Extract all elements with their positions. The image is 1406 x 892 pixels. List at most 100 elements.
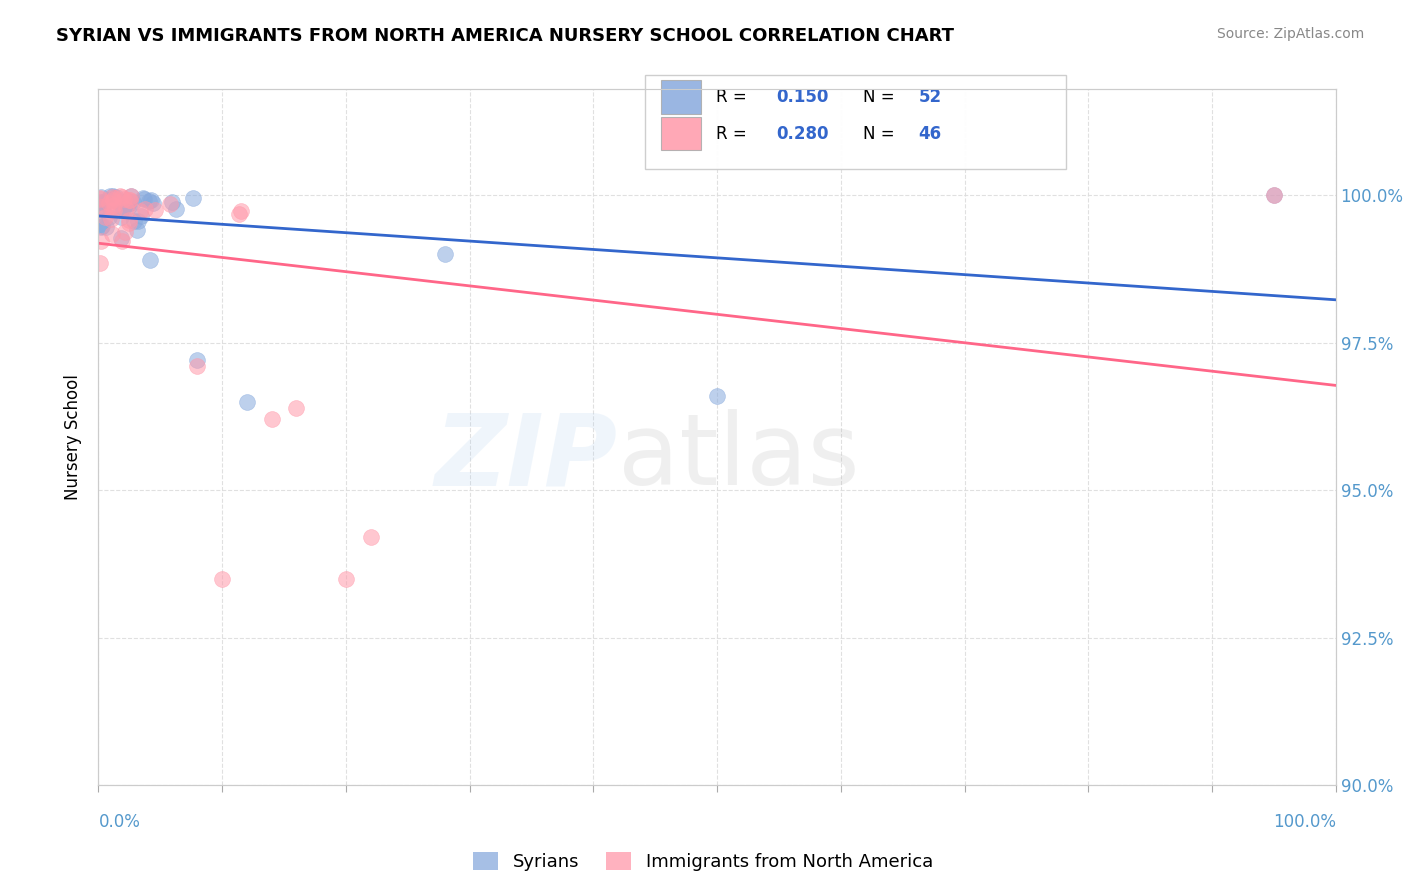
Point [98, 193, 121, 207]
Point [129, 209, 152, 223]
Point [110, 211, 132, 225]
Text: R =: R = [716, 125, 752, 143]
Point [115, 196, 138, 211]
Point [90, 234, 112, 248]
Point [360, 530, 382, 544]
Point [1263, 188, 1285, 202]
Text: ZIP: ZIP [434, 409, 619, 507]
Point [97, 196, 120, 211]
Point [94, 194, 117, 208]
Point [260, 412, 283, 426]
Point [105, 189, 128, 203]
Point [89, 256, 111, 270]
Point [117, 197, 139, 211]
Point [114, 226, 136, 240]
Point [706, 389, 728, 403]
Point [165, 202, 187, 216]
Point [90, 219, 112, 234]
Point [228, 207, 250, 221]
Point [111, 200, 134, 214]
Point [118, 199, 141, 213]
Point [127, 223, 149, 237]
Point [181, 191, 204, 205]
Point [108, 189, 131, 203]
Point [118, 194, 141, 209]
Point [112, 192, 135, 206]
Text: R =: R = [716, 87, 752, 106]
FancyBboxPatch shape [645, 75, 1066, 169]
Point [110, 231, 132, 245]
Point [118, 216, 141, 230]
Point [159, 197, 181, 211]
Point [117, 194, 139, 209]
Point [211, 572, 233, 586]
Point [91, 219, 114, 234]
Point [433, 247, 456, 261]
Point [89, 217, 111, 231]
Point [100, 190, 122, 204]
Point [93, 195, 115, 210]
Bar [661, 117, 702, 151]
Point [101, 189, 124, 203]
Point [103, 203, 125, 218]
Point [110, 203, 132, 218]
Point [103, 198, 125, 212]
Point [143, 203, 166, 218]
Point [114, 202, 136, 216]
Text: atlas: atlas [619, 409, 859, 507]
Point [131, 191, 153, 205]
Point [120, 193, 142, 207]
Point [129, 203, 152, 218]
Point [100, 212, 122, 227]
Point [91, 202, 114, 216]
Point [90, 190, 112, 204]
Bar [661, 80, 702, 113]
Point [110, 234, 132, 248]
Point [231, 204, 253, 219]
Point [101, 227, 124, 241]
Text: 0.0%: 0.0% [98, 813, 141, 830]
Point [101, 194, 124, 208]
Point [94, 210, 117, 224]
Point [108, 194, 131, 208]
Point [236, 394, 259, 409]
Point [134, 202, 156, 216]
Text: 0.280: 0.280 [776, 125, 830, 143]
Point [285, 401, 308, 415]
Text: 46: 46 [918, 125, 942, 143]
Point [111, 190, 134, 204]
Point [90, 200, 112, 214]
Point [162, 194, 184, 209]
Point [122, 213, 145, 227]
Point [120, 189, 142, 203]
Text: 100.0%: 100.0% [1272, 813, 1336, 830]
Text: N =: N = [863, 87, 900, 106]
Point [89, 191, 111, 205]
Point [186, 359, 208, 374]
Point [118, 193, 141, 207]
Text: 52: 52 [918, 87, 942, 106]
Point [138, 194, 160, 208]
Point [98, 189, 121, 203]
Text: 0.150: 0.150 [776, 87, 828, 106]
Point [105, 194, 128, 208]
Text: Source: ZipAtlas.com: Source: ZipAtlas.com [1216, 27, 1364, 41]
Point [89, 192, 111, 206]
Point [142, 196, 165, 211]
Point [186, 353, 208, 368]
Point [96, 220, 118, 235]
Point [127, 214, 149, 228]
Point [141, 193, 163, 207]
Point [100, 202, 122, 217]
Point [118, 213, 141, 227]
Point [139, 253, 162, 268]
Legend: Syrians, Immigrants from North America: Syrians, Immigrants from North America [465, 845, 941, 879]
Point [1263, 188, 1285, 202]
Point [103, 191, 125, 205]
Point [120, 188, 142, 202]
Text: N =: N = [863, 125, 900, 143]
Y-axis label: Nursery School: Nursery School [65, 374, 83, 500]
Point [132, 192, 155, 206]
Point [89, 195, 111, 210]
Point [122, 194, 145, 209]
